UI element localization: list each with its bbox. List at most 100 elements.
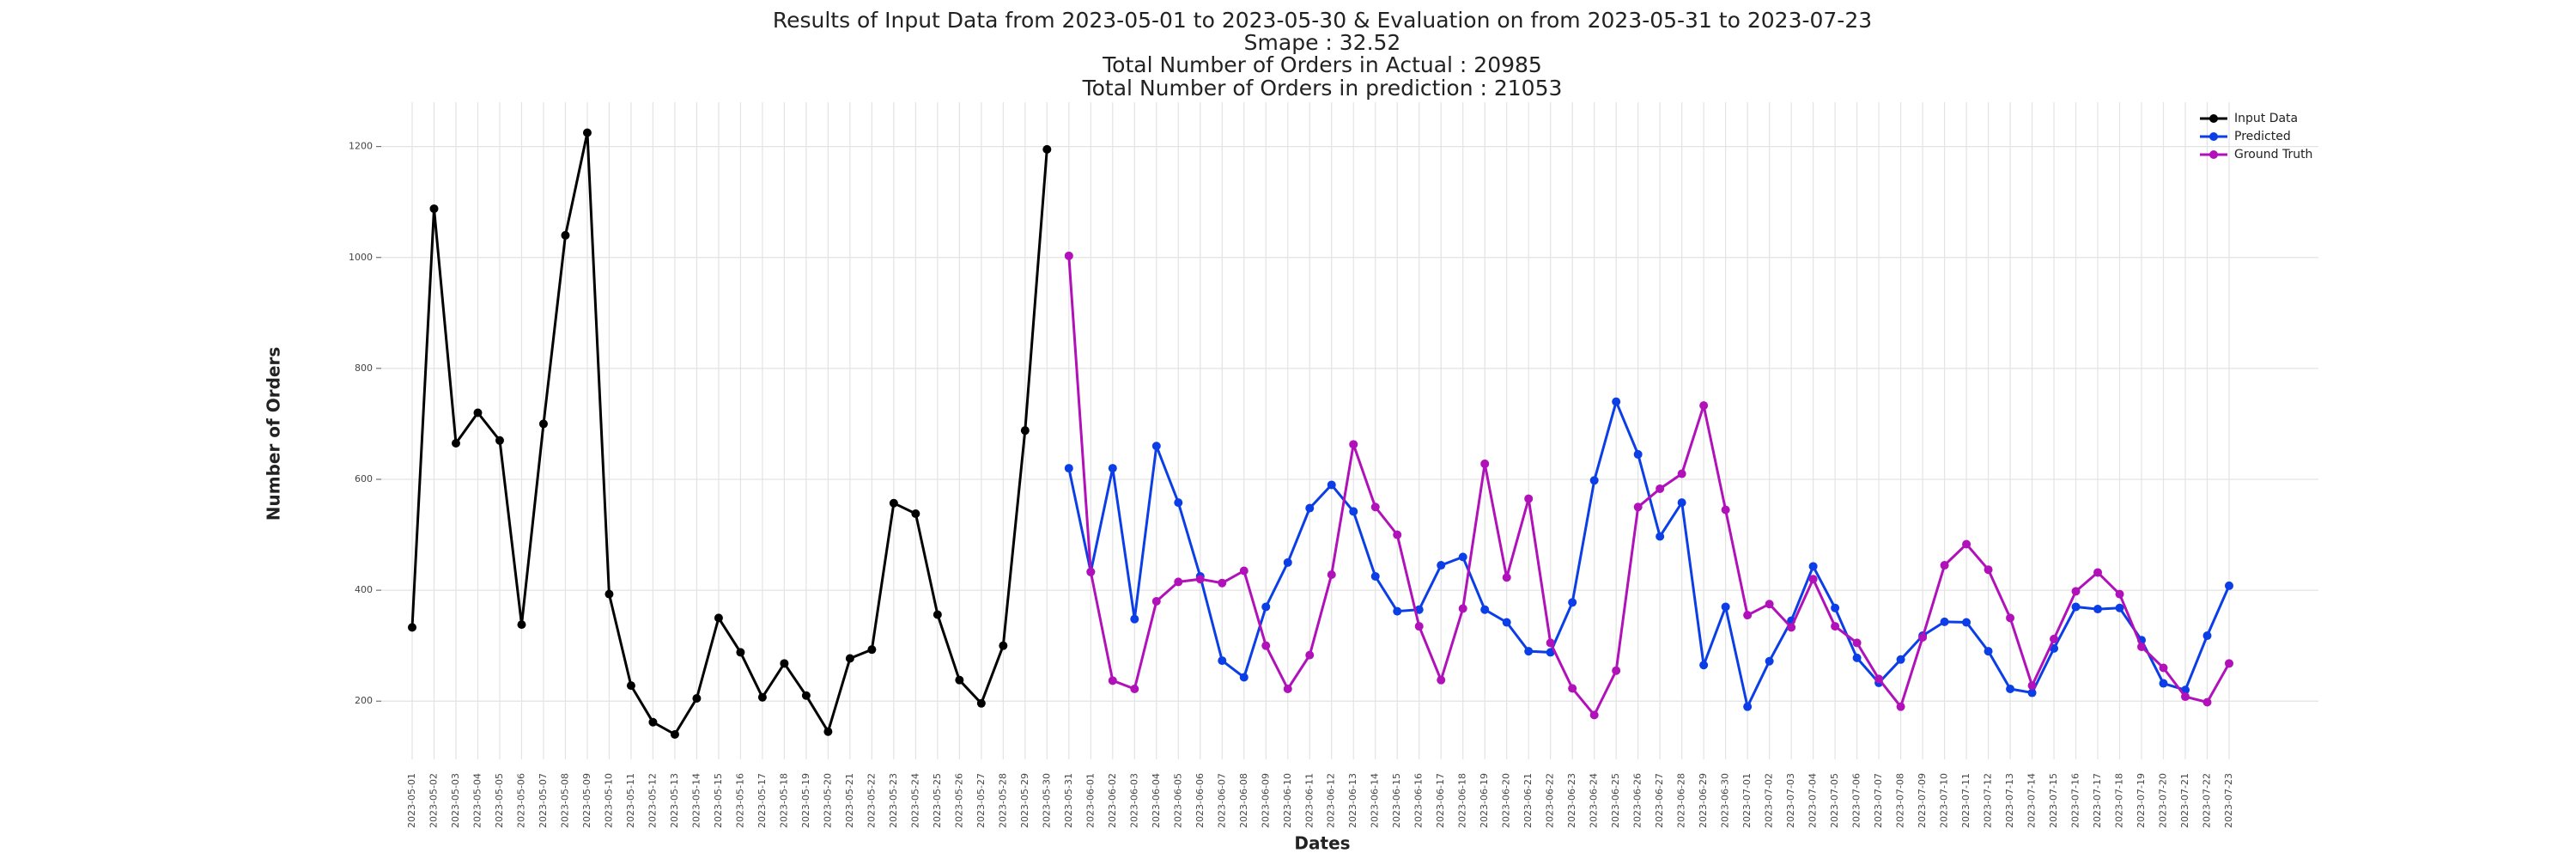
- data-point: [1808, 575, 1818, 584]
- x-tick-label: 2023-06-23: [1566, 773, 1577, 828]
- x-tick-label: 2023-05-07: [538, 773, 549, 828]
- data-point: [1086, 567, 1096, 576]
- data-point: [801, 691, 811, 700]
- x-tick-label: 2023-07-05: [1829, 773, 1840, 828]
- data-point: [2050, 634, 2059, 643]
- x-tick-label: 2023-05-22: [866, 773, 877, 828]
- data-point: [757, 692, 767, 702]
- data-point: [1852, 638, 1862, 648]
- data-point: [867, 645, 877, 655]
- x-tick-label: 2023-07-12: [1983, 773, 1994, 828]
- x-tick-label: 2023-05-18: [778, 773, 789, 828]
- y-tick-label: 400: [355, 584, 373, 595]
- data-point: [1612, 397, 1621, 406]
- data-point: [1568, 684, 1577, 693]
- x-tick-label: 2023-05-19: [800, 773, 811, 828]
- x-tick-label: 2023-06-14: [1370, 773, 1381, 828]
- data-point: [2159, 679, 2168, 688]
- x-tick-label: 2023-06-25: [1610, 773, 1621, 828]
- x-tick-label: 2023-05-06: [515, 773, 526, 828]
- x-tick-label: 2023-06-24: [1589, 773, 1600, 828]
- series-line: [410, 132, 1048, 736]
- data-point: [1480, 605, 1490, 614]
- x-tick-label: 2023-07-21: [2179, 773, 2190, 828]
- x-tick-label: 2023-06-22: [1545, 773, 1556, 828]
- data-point: [626, 681, 635, 691]
- data-point: [1721, 505, 1730, 515]
- data-point: [1589, 476, 1599, 485]
- x-tick-label: 2023-07-16: [2070, 773, 2081, 828]
- x-tick-label: 2023-07-01: [1741, 773, 1753, 828]
- x-tick-label: 2023-05-12: [647, 773, 658, 828]
- data-point: [1831, 603, 1840, 612]
- x-tick-label: 2023-05-25: [932, 773, 943, 828]
- x-tick-label: 2023-05-20: [822, 773, 833, 828]
- x-tick-label: 2023-05-15: [713, 773, 724, 828]
- data-point: [1174, 577, 1183, 587]
- x-tick-label: 2023-07-18: [2114, 773, 2125, 828]
- x-tick-label: 2023-05-04: [471, 773, 483, 828]
- data-point: [2093, 568, 2103, 577]
- data-point: [1918, 632, 1928, 642]
- chart-title: Results of Input Data from 2023-05-01 to…: [773, 8, 1872, 33]
- x-tick-label: 2023-05-21: [844, 773, 855, 828]
- data-point: [582, 128, 592, 137]
- data-point: [780, 659, 789, 668]
- data-point: [1743, 611, 1753, 620]
- x-tick-label: 2023-06-09: [1260, 773, 1271, 828]
- data-point: [1765, 600, 1774, 609]
- data-point: [1349, 507, 1358, 516]
- data-point: [1393, 606, 1402, 616]
- x-tick-label: 2023-07-22: [2202, 773, 2213, 828]
- data-point: [2181, 692, 2190, 702]
- x-tick-label: 2023-05-11: [625, 773, 636, 828]
- x-tick-label: 2023-06-04: [1151, 773, 1162, 828]
- data-point: [1896, 702, 1905, 711]
- data-point: [1524, 494, 1534, 503]
- x-tick-label: 2023-06-19: [1479, 773, 1490, 828]
- x-tick-label: 2023-05-24: [909, 773, 920, 828]
- data-point: [1393, 530, 1402, 539]
- x-tick-label: 2023-06-13: [1347, 773, 1358, 828]
- data-point: [1064, 251, 1073, 260]
- data-point: [605, 589, 614, 599]
- x-tick-label: 2023-05-10: [603, 773, 614, 828]
- y-tick-label: 600: [355, 473, 373, 484]
- data-point: [933, 610, 942, 619]
- data-point: [1656, 484, 1665, 493]
- x-tick-label: 2023-05-23: [888, 773, 899, 828]
- data-point: [1130, 614, 1139, 624]
- x-tick-label: 2023-05-29: [1019, 773, 1030, 828]
- data-point: [1984, 565, 1993, 575]
- data-point: [517, 620, 526, 630]
- x-tick-label: 2023-07-23: [2223, 773, 2234, 828]
- data-point: [1414, 605, 1424, 614]
- data-point: [1437, 675, 1446, 685]
- data-point: [2027, 681, 2037, 691]
- data-point: [2159, 663, 2168, 673]
- data-point: [2115, 589, 2124, 599]
- x-tick-label: 2023-06-17: [1435, 773, 1446, 828]
- data-point: [1218, 656, 1227, 666]
- data-point: [473, 408, 483, 417]
- data-point: [845, 654, 854, 663]
- data-point: [1305, 650, 1315, 660]
- x-tick-label: 2023-07-09: [1917, 773, 1928, 828]
- x-tick-label: 2023-05-30: [1041, 773, 1052, 828]
- data-point: [1874, 674, 1884, 684]
- data-point: [1327, 570, 1336, 580]
- data-point: [1677, 498, 1686, 508]
- data-point: [1414, 622, 1424, 631]
- x-tick-label: 2023-06-03: [1128, 773, 1139, 828]
- x-tick-label: 2023-05-09: [581, 773, 592, 828]
- data-point: [1108, 464, 1117, 473]
- x-tick-label: 2023-06-08: [1238, 773, 1249, 828]
- x-tick-label: 2023-06-02: [1107, 773, 1118, 828]
- data-point: [1787, 623, 1796, 632]
- x-tick-label: 2023-06-07: [1216, 773, 1227, 828]
- x-tick-label: 2023-07-17: [2092, 773, 2103, 828]
- data-point: [1218, 578, 1227, 588]
- y-tick-label: 1200: [349, 141, 373, 152]
- data-point: [1130, 685, 1139, 694]
- data-point: [1940, 561, 1949, 570]
